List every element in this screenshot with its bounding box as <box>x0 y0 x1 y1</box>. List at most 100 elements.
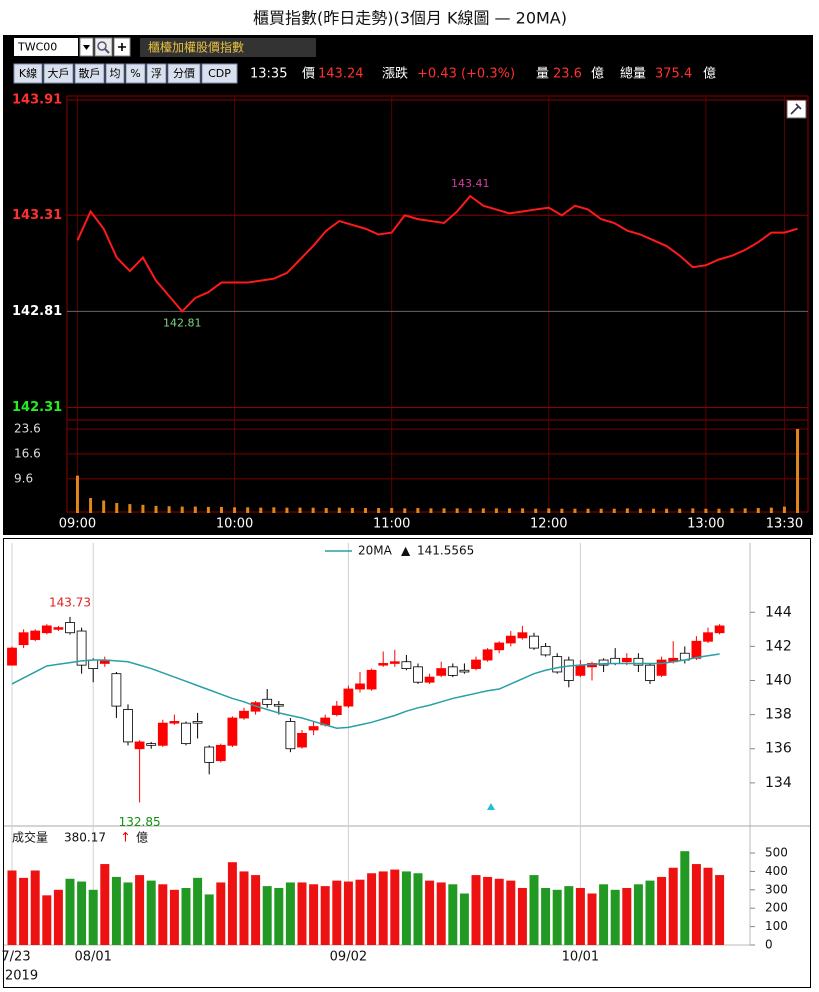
x-tick-label: 10:00 <box>216 517 253 532</box>
volume-bar <box>343 881 353 945</box>
y-tick-label: 500 <box>765 846 788 860</box>
candle-body <box>308 726 319 731</box>
volume-bar <box>455 508 459 513</box>
tool-button[interactable] <box>43 63 74 84</box>
tool-button[interactable] <box>125 63 146 84</box>
candle-body <box>262 698 273 705</box>
tool-button[interactable] <box>201 63 238 84</box>
y-tick-label: 142.81 <box>12 304 62 319</box>
candle-body <box>227 717 238 746</box>
symbol-box[interactable] <box>14 38 78 56</box>
volume-bar <box>552 889 562 945</box>
volume-bar <box>468 508 472 513</box>
candle-body <box>645 664 655 681</box>
ma-line <box>11 653 720 730</box>
candle-body <box>610 657 621 664</box>
tool-button[interactable] <box>146 63 167 84</box>
volume-bar <box>123 882 133 945</box>
candle-body <box>366 669 377 690</box>
volume-bar <box>483 876 493 945</box>
volume-bar <box>309 884 319 945</box>
tool-button[interactable] <box>13 63 43 84</box>
volume-bar <box>298 507 302 513</box>
tool-button[interactable] <box>74 63 105 84</box>
volume-bar <box>324 508 328 513</box>
volume-bar <box>246 507 250 513</box>
volume-bar <box>337 507 341 513</box>
volume-bar <box>390 508 394 513</box>
volume-bar <box>19 877 29 945</box>
volume-bar <box>442 508 446 513</box>
name-box <box>140 38 316 57</box>
volume-bar <box>146 880 156 945</box>
volume-bar <box>88 889 98 945</box>
volume-bar <box>680 851 690 945</box>
volume-arrow: ↑ <box>120 831 131 846</box>
y-tick-label: 16.6 <box>14 446 41 460</box>
y-tick-label: 0 <box>765 938 773 952</box>
high-label: 143.73 <box>49 595 91 609</box>
tool-button[interactable] <box>105 63 125 84</box>
volume-bar <box>167 506 171 513</box>
candle-body <box>540 645 551 656</box>
volume-bar <box>169 889 179 945</box>
x-tick-label: 12:00 <box>530 517 567 532</box>
x-tick-label: 7/23 <box>1 950 30 965</box>
volume-bar <box>703 867 713 945</box>
volume-bar <box>141 504 145 513</box>
x-tick-label: 11:00 <box>373 517 410 532</box>
search-icon <box>104 48 110 54</box>
volume: 23.6 <box>553 67 582 82</box>
volume-bar <box>506 880 516 945</box>
price: 143.24 <box>318 67 364 82</box>
volume-bar <box>115 503 119 513</box>
volume-bar <box>521 508 525 513</box>
search-icon <box>97 41 107 51</box>
volume-bar <box>541 887 551 945</box>
volume-bar <box>599 884 609 945</box>
tool-button-label: 分價 <box>173 66 195 80</box>
legend-value: 141.5565 <box>417 544 474 558</box>
candle-body <box>517 632 528 639</box>
candle-body <box>563 659 574 681</box>
volume-bar <box>529 875 539 945</box>
volume-bar <box>796 429 800 513</box>
total-unit: 億 <box>703 66 716 82</box>
link-icon <box>790 103 802 115</box>
candle-body <box>41 625 52 634</box>
volume-bar <box>251 875 261 945</box>
y-tick-label: 142 <box>765 638 792 654</box>
tool-button[interactable] <box>167 63 201 84</box>
dropdown-arrow <box>83 45 90 50</box>
volume-bar <box>262 886 272 945</box>
y-tick-label: 9.6 <box>14 471 33 485</box>
volume-bar <box>128 504 132 513</box>
volume-bar <box>638 508 642 513</box>
volume-bar <box>645 880 655 945</box>
volume-bar <box>691 864 701 945</box>
y-tick-label: 142.31 <box>12 400 62 415</box>
volume-bar <box>599 508 603 513</box>
volume-bar <box>403 508 407 513</box>
candle-body <box>273 703 284 707</box>
candle-body <box>88 659 99 669</box>
volume-bar <box>425 880 435 945</box>
y-tick-label: 400 <box>765 864 788 878</box>
candle-body <box>529 635 539 649</box>
y-tick-label: 138 <box>765 707 792 723</box>
candle-body <box>656 659 667 676</box>
volume-bar <box>272 507 276 513</box>
candle-body <box>111 673 122 707</box>
candle-body <box>297 732 307 748</box>
volume-bar <box>102 500 106 513</box>
candle-body <box>505 635 516 644</box>
volume-bar <box>193 877 203 945</box>
volume-bar <box>355 879 365 945</box>
volume-bar <box>378 871 388 945</box>
candle-body <box>204 746 215 763</box>
tool-button-label: CDP <box>208 67 231 80</box>
volume-bar <box>573 508 577 513</box>
volume-unit: 億 <box>591 66 604 82</box>
volume-bar <box>481 508 485 513</box>
volume-bar <box>715 875 725 945</box>
